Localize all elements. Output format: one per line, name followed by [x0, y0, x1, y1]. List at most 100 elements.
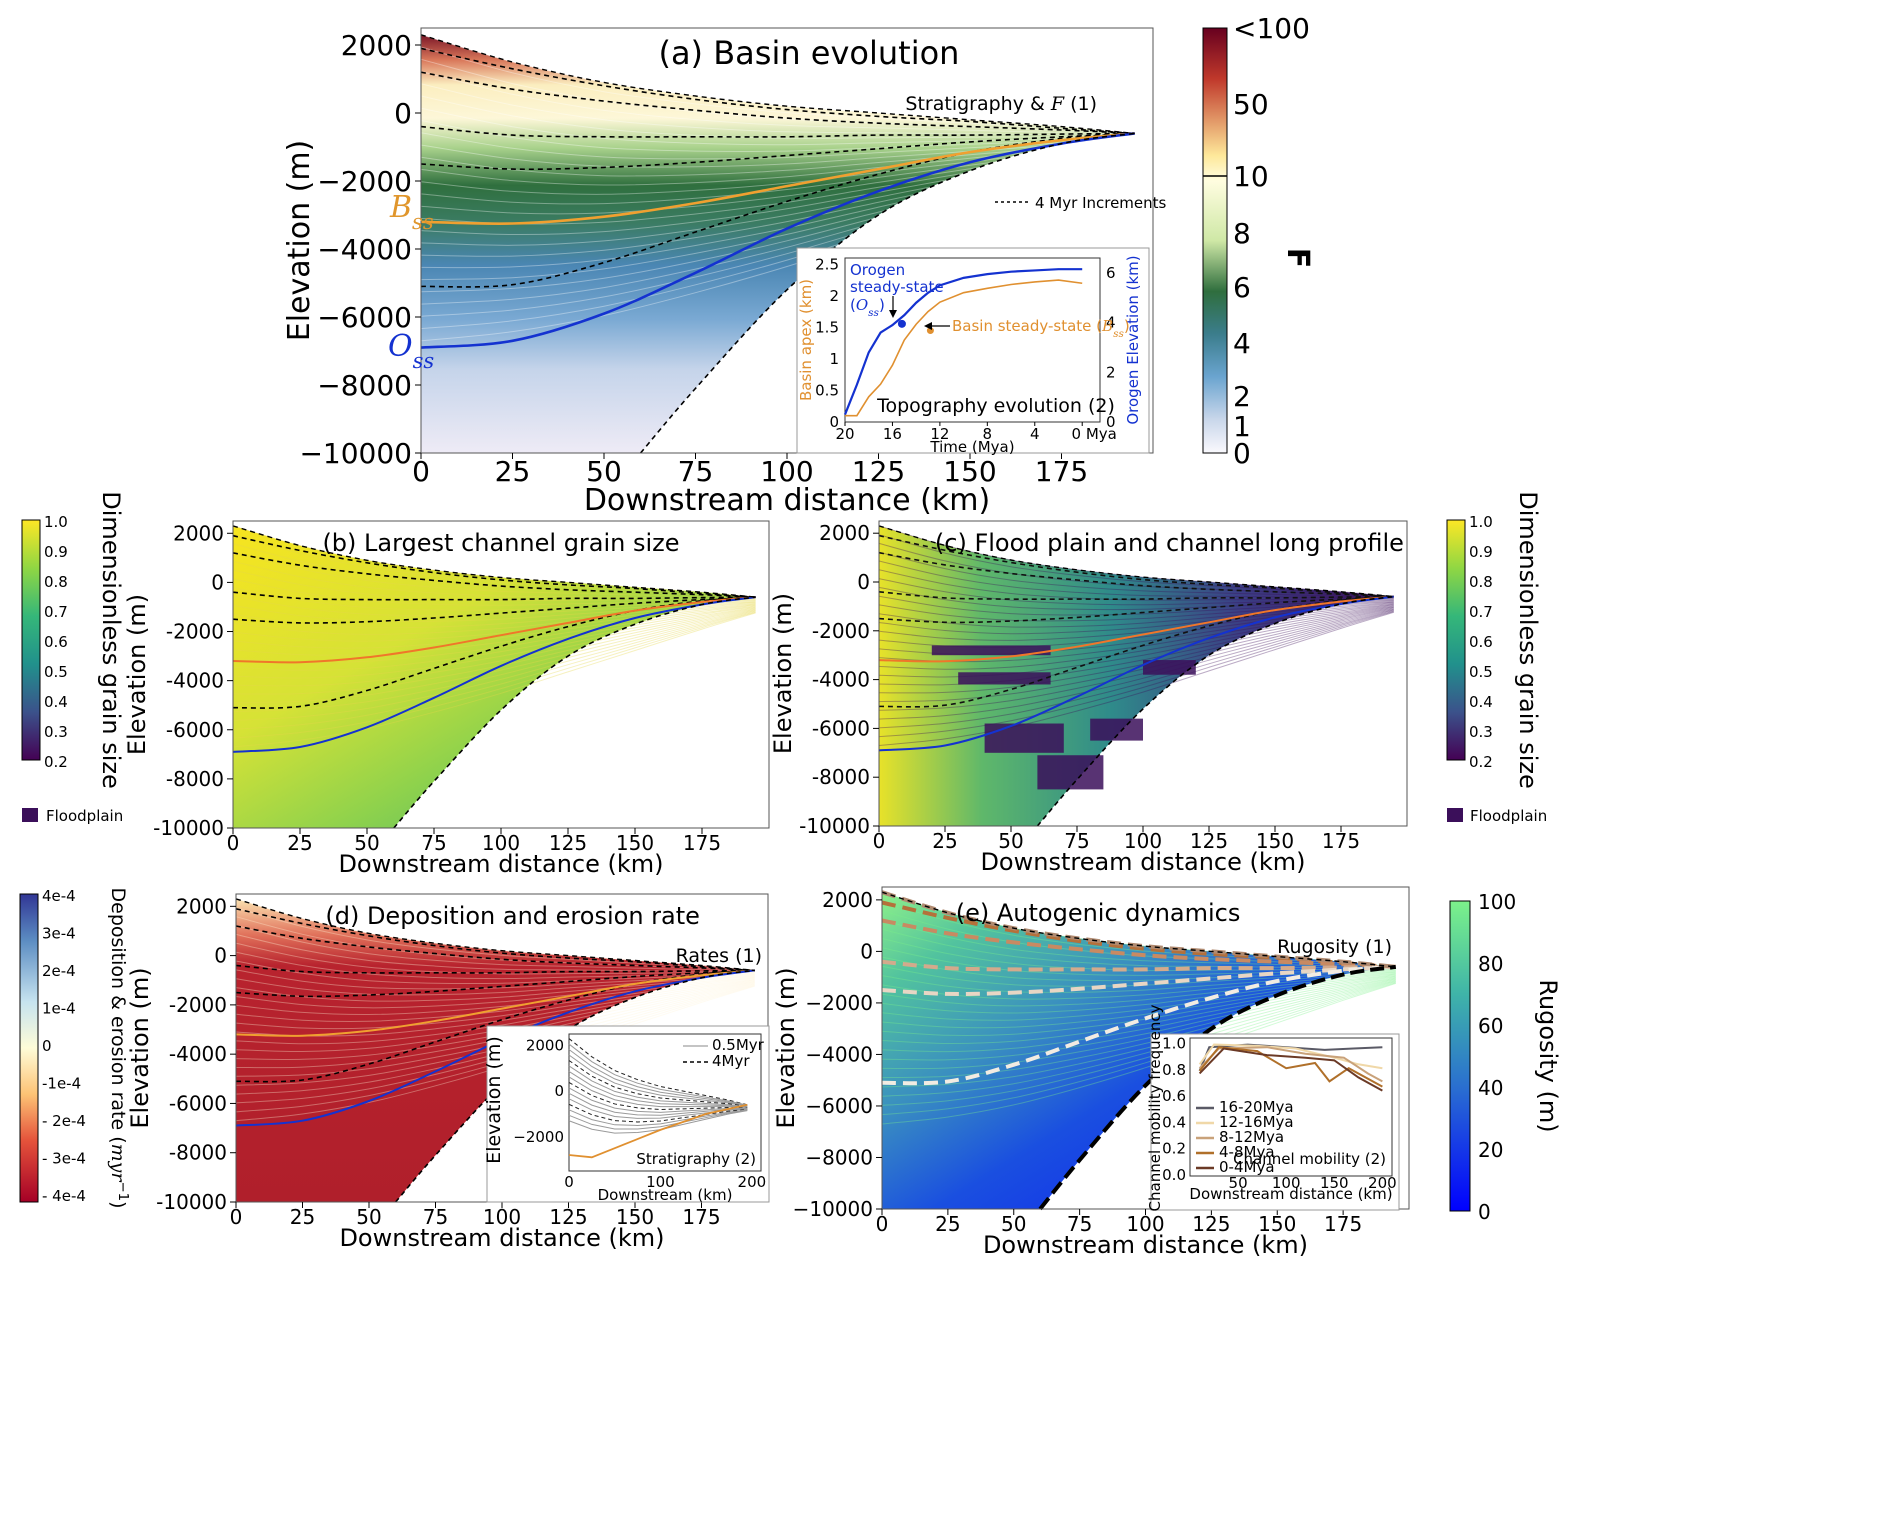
- basin-steady-label: Basin steady-state (Bss): [952, 317, 1130, 340]
- x-tick-label: 50: [356, 1205, 381, 1229]
- inset-y2-label: Orogen Elevation (km): [1124, 255, 1142, 424]
- stratigraphy-line: [420, 145, 1135, 215]
- increment-line: [235, 969, 755, 998]
- increment-line: [881, 918, 1396, 969]
- x-tick-label: 25: [287, 831, 312, 855]
- colorbar-tick-label: 4: [1233, 327, 1251, 360]
- x-tick-label: 100: [1124, 829, 1162, 853]
- colorbar-tick-label: 1: [1233, 410, 1251, 443]
- x-tick-label: 100: [482, 831, 520, 855]
- inset-y-tick-label: 0.5: [815, 381, 839, 399]
- text-part: O: [856, 296, 868, 314]
- basement-line: [1038, 964, 1397, 1211]
- colorbar-tick-label: - 4e-4: [42, 1187, 86, 1205]
- x-tick-label: 125: [549, 1205, 587, 1229]
- stratigraphy-line: [878, 603, 1394, 635]
- inset-x-label: Time (Mya): [929, 438, 1014, 456]
- y-tick-label: −4000: [317, 233, 412, 266]
- stratigraphy-line: [232, 606, 756, 664]
- text-part: ): [107, 1201, 129, 1208]
- stratigraphy-line: [881, 975, 1396, 1021]
- stratigraphy-line: [235, 978, 755, 1023]
- text-part: Stratigraphy &: [905, 93, 1050, 115]
- basin-fill: [882, 892, 1396, 1209]
- colorbar-tick-label: 0.7: [44, 603, 68, 621]
- y-axis-label: Elevation (m): [126, 967, 154, 1128]
- floodplain-patch: [984, 723, 1064, 753]
- stratigraphy-line: [878, 569, 1394, 601]
- x-tick-label: 0: [873, 829, 886, 853]
- colorbar-ramp: [19, 893, 39, 1203]
- colorbar-tick-label: 0: [1233, 437, 1251, 470]
- increment-line: [881, 964, 1396, 997]
- bss-line: [878, 595, 1394, 663]
- text-part: ): [879, 296, 885, 314]
- stratigraphy-line: [878, 542, 1394, 599]
- oss-line: [232, 596, 756, 753]
- inset-stratigraphy: 0 100 200 2000 0 −2000 Downstream (km) Elevatio…: [483, 1025, 770, 1204]
- stratigraphy-line: [235, 925, 755, 973]
- inset-y-tick-label: 1: [829, 350, 839, 368]
- panel-b: 0 25 50 75 100 125 150 175 2000 0 -2000 -4000 -6000 -…: [123, 520, 770, 878]
- inset-y2-tick-label: 2: [1106, 363, 1116, 381]
- stratigraphy-line: [878, 610, 1394, 729]
- stratigraphy-line: [235, 942, 755, 975]
- x-tick-label: 75: [421, 831, 446, 855]
- y-tick-label: -10000: [153, 816, 224, 840]
- colorbar-tick-label: 0.3: [1469, 723, 1493, 741]
- orogen-label: Orogen: [850, 261, 905, 279]
- y-tick-label: 2000: [819, 521, 870, 545]
- basement-line: [639, 132, 1135, 454]
- colorbar-ramp: [1446, 519, 1466, 761]
- x-tick-label: 125: [1192, 1212, 1230, 1236]
- y-tick-label: -6000: [166, 718, 224, 742]
- inset-stratigraphy-line: [568, 1043, 748, 1106]
- x-tick-label: 175: [1322, 829, 1360, 853]
- stratigraphy-line: [881, 981, 1396, 1106]
- colorbar-tick-label: 6: [1233, 271, 1251, 304]
- stratigraphy-line: [881, 980, 1396, 1097]
- colorbar-tick-label: 0.8: [1469, 573, 1493, 591]
- y-tick-label: −8000: [805, 1145, 873, 1169]
- inset-y-tick-label: 2000: [526, 1036, 564, 1054]
- y-tick-label: −4000: [805, 1042, 873, 1066]
- inset-frame: [844, 257, 1101, 423]
- inset-x-tick-label: 200: [738, 1173, 767, 1191]
- orogen-symbol: (Oss): [850, 296, 885, 319]
- colorbar-grain-left: 1.0 0.9 0.8 0.7 0.6 0.5 0.4 0.3 0.2 Dimensionless…: [21, 491, 125, 825]
- x-tick-label: 125: [1190, 829, 1228, 853]
- legend-label: 4 Myr Increments: [1035, 194, 1167, 212]
- y-tick-label: -8000: [812, 765, 870, 789]
- increment-line: [235, 969, 755, 1083]
- colorbar-tick-label: 0.2: [1469, 753, 1493, 771]
- inset-stratigraphy-line: [568, 1109, 748, 1130]
- panel-e: 0 25 50 75 100 125 150 175 2000 0 −2000 −4000 −6000 −…: [772, 886, 1410, 1259]
- surface-line: [235, 898, 755, 972]
- stratigraphy-line: [878, 578, 1394, 606]
- floodplain-patch: [1037, 755, 1104, 790]
- inset-x-tick-label: 12: [930, 425, 949, 443]
- x-tick-label: 175: [1324, 1212, 1362, 1236]
- oss-line: [878, 595, 1394, 752]
- x-tick-label: 75: [1064, 829, 1089, 853]
- floodplain-label: Floodplain: [46, 807, 123, 825]
- stratigraphy-line: [881, 982, 1396, 1116]
- y-tick-label: 0: [214, 944, 227, 968]
- colorbar-tick-label: 0: [1478, 1200, 1491, 1224]
- inset-y-tick-label: 0.8: [1162, 1061, 1186, 1079]
- x-axis-label: Downstream distance (km): [339, 1224, 664, 1252]
- increment-line: [878, 595, 1394, 624]
- stratigraphy-line: [232, 607, 756, 679]
- stratigraphy-line: [232, 609, 756, 704]
- stratigraphy-line: [420, 150, 1135, 281]
- stratigraphy-line: [235, 978, 755, 1030]
- inset-y-label: Elevation (m): [483, 1036, 505, 1164]
- orogen-steady-point: [897, 319, 906, 328]
- x-tick-label: 100: [1126, 1212, 1164, 1236]
- colorbar-label: Deposition & erosion rate (myr−1): [107, 888, 131, 1209]
- colorbar-tick-label: 0.4: [1469, 693, 1493, 711]
- x-tick-label: 50: [998, 829, 1023, 853]
- stratigraphy-line: [232, 605, 756, 656]
- inset-annotation: Channel mobility (2): [1233, 1150, 1386, 1168]
